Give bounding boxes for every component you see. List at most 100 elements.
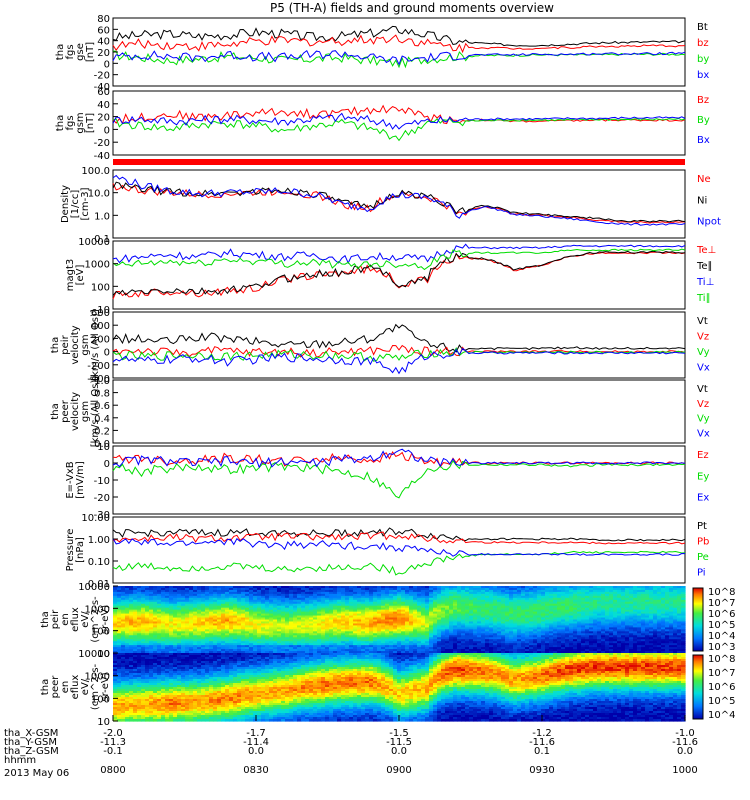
heatmap-cell: [125, 625, 130, 628]
heatmap-cell: [641, 586, 646, 589]
heatmap-cell: [533, 607, 538, 611]
heatmap-cell: [541, 625, 546, 628]
heatmap-cell: [129, 623, 134, 627]
heatmap-cell: [305, 643, 310, 646]
heatmap-cell: [405, 593, 410, 597]
heatmap-cell: [561, 639, 566, 642]
heatmap-cell: [153, 591, 158, 595]
heatmap-cell: [213, 586, 218, 589]
heatmap-cell: [481, 645, 486, 648]
heatmap-cell: [597, 649, 602, 652]
heatmap-cell: [629, 647, 634, 650]
heatmap-cell: [493, 586, 498, 589]
heatmap-cell: [545, 615, 550, 619]
heatmap-cell: [529, 595, 534, 599]
heatmap-cell: [453, 637, 458, 640]
heatmap-cell: [121, 647, 126, 650]
heatmap-cell: [625, 651, 630, 654]
y-axis-label-line: fgs: [65, 115, 76, 130]
heatmap-cell: [433, 649, 438, 652]
heatmap-cell: [481, 613, 486, 617]
heatmap-cell: [233, 647, 238, 650]
heatmap-cell: [557, 635, 562, 638]
heatmap-cell: [653, 629, 658, 632]
heatmap-cell: [601, 633, 606, 636]
heatmap-cell: [285, 615, 290, 619]
heatmap-cell: [533, 609, 538, 613]
heatmap-cell: [289, 599, 294, 603]
heatmap-cell: [125, 597, 130, 601]
heatmap-cell: [141, 595, 146, 599]
heatmap-cell: [309, 611, 314, 615]
heatmap-cell: [457, 589, 462, 593]
heatmap-cell: [497, 623, 502, 627]
heatmap-cell: [393, 637, 398, 640]
heatmap-cell: [217, 629, 222, 632]
heatmap-cell: [213, 645, 218, 648]
heatmap-cell: [453, 629, 458, 632]
heatmap-cell: [509, 607, 514, 611]
heatmap-cell: [437, 617, 442, 621]
heatmap-cell: [313, 607, 318, 611]
heatmap-cell: [445, 593, 450, 597]
heatmap-cell: [505, 633, 510, 636]
heatmap-cell: [345, 591, 350, 595]
heatmap-cell: [665, 627, 670, 630]
heatmap-cell: [621, 635, 626, 638]
heatmap-cell: [261, 613, 266, 617]
heatmap-cell: [261, 617, 266, 621]
heatmap-cell: [617, 633, 622, 636]
heatmap-cell: [589, 635, 594, 638]
heatmap-cell: [601, 607, 606, 611]
heatmap-cell: [501, 627, 506, 630]
heatmap-cell: [665, 651, 670, 654]
heatmap-cell: [569, 589, 574, 593]
heatmap-cell: [657, 631, 662, 634]
heatmap-cell: [493, 587, 498, 591]
heatmap-cell: [389, 647, 394, 650]
heatmap-cell: [549, 607, 554, 611]
heatmap-cell: [445, 627, 450, 630]
heatmap-cell: [165, 617, 170, 621]
heatmap-cell: [657, 629, 662, 632]
heatmap-cell: [453, 651, 458, 654]
heatmap-cell: [161, 593, 166, 597]
heatmap-cell: [369, 615, 374, 619]
heatmap-cell: [209, 633, 214, 636]
heatmap-cell: [329, 625, 334, 628]
heatmap-cell: [125, 645, 130, 648]
heatmap-cell: [285, 593, 290, 597]
heatmap-cell: [673, 623, 678, 627]
heatmap-cell: [221, 635, 226, 638]
heatmap-cell: [133, 623, 138, 627]
heatmap-cell: [601, 643, 606, 646]
heatmap-cell: [249, 613, 254, 617]
heatmap-cell: [625, 625, 630, 628]
heatmap-cell: [525, 587, 530, 591]
heatmap-cell: [205, 621, 210, 625]
y-tick-label: 0: [104, 348, 110, 359]
heatmap-cell: [285, 621, 290, 625]
heatmap-cell: [217, 593, 222, 597]
heatmap-cell: [477, 631, 482, 634]
heatmap-cell: [353, 603, 358, 607]
heatmap-cell: [209, 643, 214, 646]
heatmap-cell: [409, 639, 414, 642]
heatmap-cell: [481, 587, 486, 591]
heatmap-cell: [293, 613, 298, 617]
heatmap-cell: [193, 649, 198, 652]
heatmap-cell: [409, 607, 414, 611]
heatmap-cell: [589, 627, 594, 630]
heatmap-cell: [661, 619, 666, 623]
heatmap-cell: [553, 599, 558, 603]
heatmap-cell: [673, 586, 678, 589]
heatmap-cell: [413, 611, 418, 615]
heatmap-cell: [145, 629, 150, 632]
heatmap-cell: [653, 617, 658, 621]
heatmap-cell: [297, 627, 302, 630]
heatmap-cell: [477, 637, 482, 640]
heatmap-cell: [385, 613, 390, 617]
heatmap-cell: [181, 605, 186, 609]
heatmap-cell: [533, 611, 538, 615]
heatmap-cell: [609, 647, 614, 650]
